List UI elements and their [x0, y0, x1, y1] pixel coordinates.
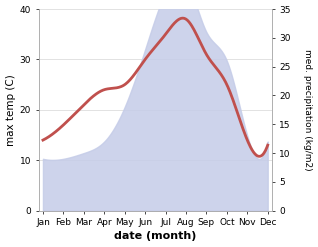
Y-axis label: med. precipitation (kg/m2): med. precipitation (kg/m2): [303, 49, 313, 171]
Y-axis label: max temp (C): max temp (C): [5, 74, 16, 146]
X-axis label: date (month): date (month): [114, 231, 197, 242]
